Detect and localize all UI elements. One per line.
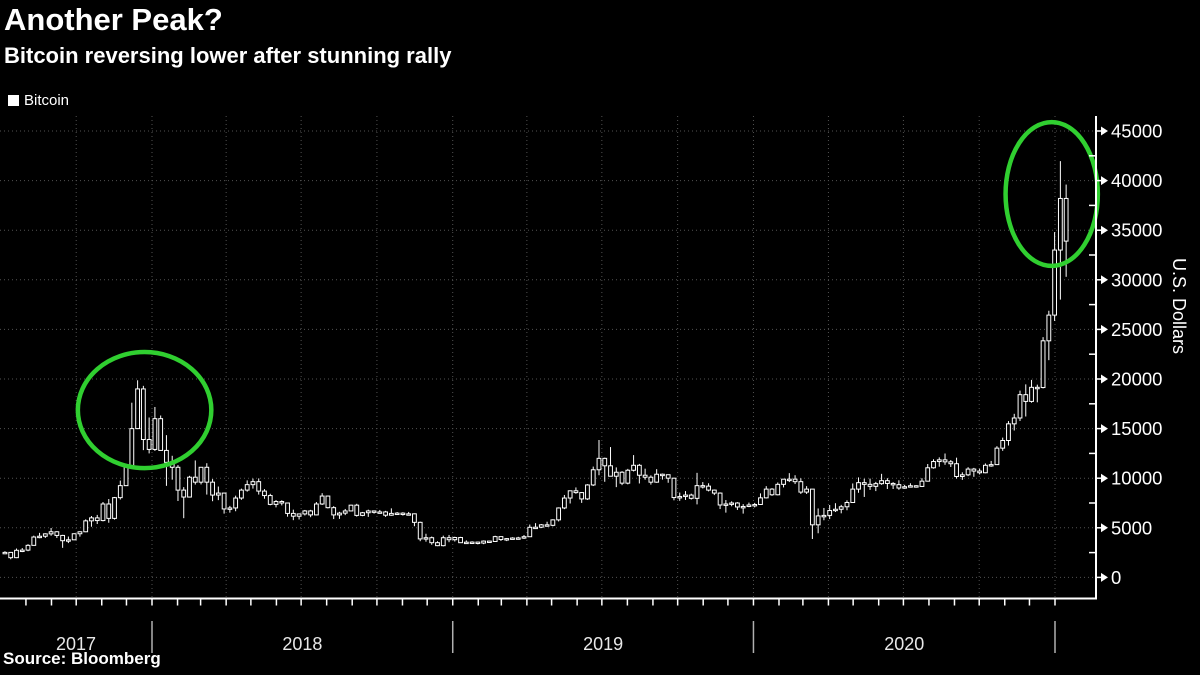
y-tick-label: 10000 [1111, 468, 1162, 489]
legend-swatch-icon [8, 95, 19, 106]
annotation-circles [75, 119, 1101, 471]
x-year-axis: 2017 2018 2019 2020 [56, 621, 1056, 654]
y-tick-label: 0 [1111, 567, 1121, 588]
x-year-label: 2019 [583, 634, 623, 654]
x-year-label: 2018 [282, 634, 322, 654]
y-tick-label: 40000 [1111, 170, 1162, 191]
y-tick-label: 35000 [1111, 220, 1162, 241]
gridlines [0, 116, 1096, 599]
source-credit: Source: Bloomberg [3, 649, 161, 668]
x-year-label: 2020 [884, 634, 924, 654]
candlestick-series [2, 161, 1069, 560]
y-tick-label: 45000 [1111, 121, 1162, 142]
y-axis-title: U.S. Dollars [1169, 258, 1189, 355]
y-tick-label: 30000 [1111, 269, 1162, 290]
legend: Bitcoin [8, 92, 69, 109]
page-subtitle: Bitcoin reversing lower after stunning r… [4, 43, 452, 68]
y-tick-label: 25000 [1111, 319, 1162, 340]
y-tick-label: 20000 [1111, 369, 1162, 390]
y-tick-label: 5000 [1111, 517, 1152, 538]
x-year-label: 2017 [56, 634, 96, 654]
y-tick-label: 15000 [1111, 418, 1162, 439]
page-title: Another Peak? [4, 2, 223, 37]
legend-label: Bitcoin [24, 92, 70, 109]
axes: 0 5000 10000 15000 20000 25000 30000 35000 40000… [0, 116, 1162, 606]
